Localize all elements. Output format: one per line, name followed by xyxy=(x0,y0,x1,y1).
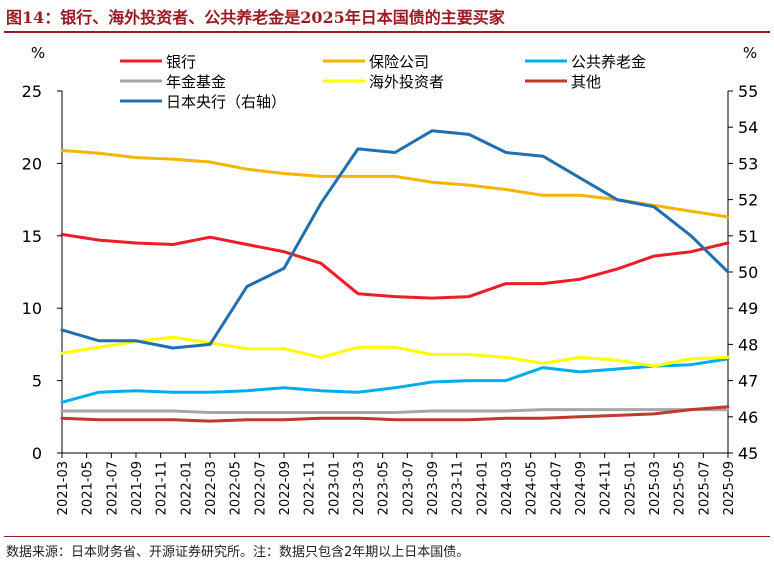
legend-label-0: 银行 xyxy=(166,53,196,71)
series-line-3 xyxy=(60,408,730,414)
x-tick-label: 2022-07 xyxy=(253,461,268,515)
x-tick-label: 2024-07 xyxy=(549,461,564,515)
series-line-5 xyxy=(60,405,730,423)
y-left-tick-label: 25 xyxy=(22,82,42,101)
x-tick-label: 2024-01 xyxy=(475,461,490,515)
figure-title: 图14：银行、海外投资者、公共养老金是2025年日本国债的主要买家 xyxy=(6,8,505,27)
x-tick-label: 2025-05 xyxy=(673,461,688,515)
series-line-2 xyxy=(60,357,730,404)
x-tick-label: 2023-03 xyxy=(352,461,367,515)
x-tick-label: 2021-03 xyxy=(56,461,71,515)
y-right-tick-label: 48 xyxy=(738,335,758,354)
x-tick-label: 2025-09 xyxy=(722,461,737,515)
x-tick-label: 2025-01 xyxy=(623,461,638,515)
x-tick-label: 2023-07 xyxy=(401,461,416,515)
y-right-tick-label: 46 xyxy=(738,408,758,427)
x-tick-label: 2022-01 xyxy=(179,461,194,515)
x-tick-label: 2024-03 xyxy=(500,461,515,515)
x-tick-label: 2023-05 xyxy=(377,461,392,515)
x-tick-label: 2021-09 xyxy=(130,461,145,515)
x-tick-label: 2021-07 xyxy=(105,461,120,515)
x-tick-label: 2023-01 xyxy=(327,461,342,515)
y-right-tick-label: 53 xyxy=(738,154,758,173)
series-layer xyxy=(60,129,730,423)
x-tick-label: 2022-03 xyxy=(204,461,219,515)
legend-label-6: 日本央行（右轴） xyxy=(166,93,286,111)
legend-label-5: 其他 xyxy=(571,73,601,91)
x-tick-label: 2022-11 xyxy=(303,461,318,515)
legend-label-2: 公共养老金 xyxy=(571,53,646,71)
series-line-4 xyxy=(60,335,730,368)
x-tick-label: 2024-05 xyxy=(525,461,540,515)
y-right-tick-label: 47 xyxy=(738,372,758,391)
legend-label-4: 海外投资者 xyxy=(369,73,444,91)
legend-label-3: 年金基金 xyxy=(166,73,226,91)
y-right-tick-label: 51 xyxy=(738,227,758,246)
y-right-tick-label: 49 xyxy=(738,299,758,318)
x-tick-label: 2025-03 xyxy=(648,461,663,515)
y-left-tick-label: 10 xyxy=(22,299,42,318)
title-rule xyxy=(4,31,770,33)
source-note: 数据来源：日本财务省、开源证券研究所。注：数据只包含2年期以上日本国债。 xyxy=(6,545,470,560)
chart-axes: % % 0 5 10 15 20 25 45 46 47 48 49 50 51 52 53 54 55 2021-0… xyxy=(22,44,759,515)
x-tick-label: 2021-05 xyxy=(81,461,96,515)
y-right-tick-label: 55 xyxy=(738,82,758,101)
y-left-tick-label: 0 xyxy=(32,444,42,463)
series-line-6 xyxy=(60,129,730,350)
y-left-tick-label: 20 xyxy=(22,154,42,173)
y-left-tick-label: 15 xyxy=(22,227,42,246)
y-axis-left-unit: % xyxy=(31,44,45,62)
x-tick-label: 2024-11 xyxy=(599,461,614,515)
legend-label-1: 保险公司 xyxy=(369,53,429,71)
x-tick-label: 2023-09 xyxy=(426,461,441,515)
series-line-0 xyxy=(60,232,730,300)
x-tick-label: 2023-11 xyxy=(451,461,466,515)
y-right-tick-label: 45 xyxy=(738,444,758,463)
x-tick-label: 2025-07 xyxy=(697,461,712,515)
source-rule xyxy=(4,536,770,537)
series-line-1 xyxy=(60,148,730,219)
x-tick-label: 2022-09 xyxy=(278,461,293,515)
x-tick-label: 2021-11 xyxy=(155,461,170,515)
y-right-tick-label: 52 xyxy=(738,191,758,210)
y-left-tick-label: 5 xyxy=(32,372,42,391)
y-right-tick-label: 54 xyxy=(738,118,758,137)
y-axis-right-unit: % xyxy=(743,44,757,62)
x-tick-label: 2022-05 xyxy=(229,461,244,515)
y-right-tick-label: 50 xyxy=(738,263,758,282)
x-tick-label: 2024-09 xyxy=(574,461,589,515)
